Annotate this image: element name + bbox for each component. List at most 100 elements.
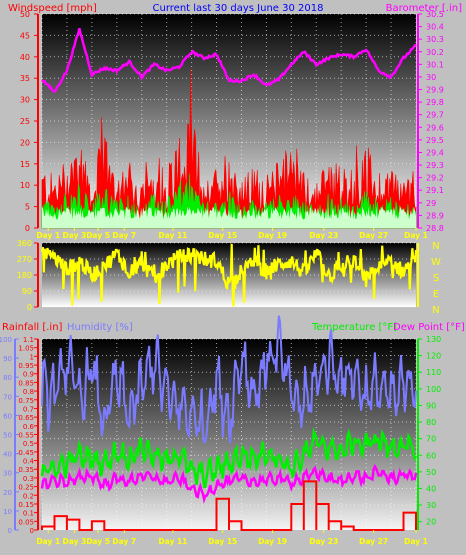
wind-left-tick-label: 0 [25, 224, 30, 233]
compass-label: N [432, 241, 439, 252]
humidity-tick-label: 100 [0, 336, 12, 344]
humidity-tick-label: 70 [3, 393, 12, 401]
humidity-tick-label: 10 [3, 508, 12, 516]
bottom-x-label: Day 27 [359, 537, 388, 546]
humidity-tick-label: 50 [3, 432, 12, 440]
baro-right-tick-label: 29.8 [426, 98, 444, 107]
bottom-x-label: Day 3 [63, 537, 87, 546]
rain-left-tick-label: 0.15 [18, 501, 34, 509]
temp-right-tick-label: 40 [426, 484, 436, 493]
temperature-label: Temperature [°F] [311, 322, 397, 333]
rain-left-tick-label: 0.4 [23, 458, 35, 466]
temp-right-tick-label: 120 [426, 352, 441, 361]
rain-left-tick-label: 0.2 [23, 492, 34, 500]
wind-left-tick-label: 15 [20, 160, 30, 169]
rain-left-tick-label: 1 [30, 353, 34, 361]
wind-x-label: Day 19 [258, 231, 287, 240]
temp-right-tick-label: 20 [426, 518, 436, 527]
humidity-tick-label: 20 [3, 489, 12, 497]
compass-label: S [433, 273, 439, 284]
temp-right-tick-label: 100 [426, 385, 441, 394]
rain-left-tick-label: 0.65 [18, 414, 34, 422]
wind-left-tick-label: 45 [20, 31, 30, 40]
compass-label: W [431, 257, 441, 268]
wind-x-label: Day 11 [158, 231, 187, 240]
wind-gust-area [41, 173, 417, 229]
humidity-tick-label: 40 [3, 451, 12, 459]
wind-speed-area [41, 68, 417, 229]
temp-right-tick-label: 70 [426, 435, 436, 444]
baro-right-tick-label: 29.6 [426, 123, 444, 132]
rain-left-tick-label: 0.1 [23, 510, 34, 518]
rain-left-tick-label: 0.3 [23, 475, 34, 483]
wind-direction-line [40, 243, 418, 307]
wind-x-label: Day 15 [208, 231, 237, 240]
rain-left-tick-label: 0.05 [18, 518, 34, 526]
bottom-x-label: Day 5 [86, 537, 110, 546]
temp-right-tick-label: 60 [426, 451, 436, 460]
wind-left-tick-label: 50 [20, 10, 30, 19]
dir-left-tick-label: 360 [17, 239, 32, 248]
baro-right-tick-label: 29.9 [426, 86, 444, 95]
humidity-tick-label: 90 [3, 355, 12, 363]
dir-left-tick-label: 180 [17, 271, 32, 280]
wind-left-tick-label: 35 [20, 74, 30, 83]
baro-right-tick-label: 29 [426, 199, 436, 208]
compass-label: N [432, 305, 439, 316]
axis-layer: 0510152025303540455028.828.92929.129.229… [0, 10, 444, 546]
wind-x-label: Day 23 [309, 231, 338, 240]
humidity-tick-label: 60 [3, 412, 12, 420]
rain-left-tick-label: 0.45 [18, 449, 34, 457]
rain-left-tick-label: 1.1 [23, 336, 34, 344]
baro-right-tick-label: 30.3 [426, 35, 444, 44]
temp-right-tick-label: 50 [426, 468, 436, 477]
dir-left-tick-label: 0 [27, 303, 32, 312]
wind-left-tick-label: 10 [20, 181, 30, 190]
temp-right-tick-label: 80 [426, 418, 436, 427]
chart-title: Current last 30 days June 30 2018 [153, 3, 324, 14]
baro-right-tick-label: 29.1 [426, 186, 444, 195]
windspeed-label: Windspeed [mph] [8, 3, 97, 14]
wind-left-tick-label: 5 [25, 203, 30, 212]
bottom-x-label: Day 7 [112, 537, 136, 546]
rain-left-tick-label: 0.55 [18, 432, 34, 440]
wind-x-label: Day 1 [404, 231, 428, 240]
wind-left-tick-label: 25 [20, 117, 30, 126]
baro-right-tick-label: 30.4 [426, 23, 444, 32]
rain-left-tick-label: 0.35 [18, 466, 34, 474]
rain-left-tick-label: 0.5 [23, 440, 34, 448]
marks-layer [40, 28, 418, 531]
rain-left-tick-label: 1.05 [18, 345, 34, 353]
rain-left-tick-label: 0.75 [18, 397, 34, 405]
temp-right-tick-label: 130 [426, 335, 441, 344]
dewpoint-line [40, 463, 418, 504]
baro-right-tick-label: 30.1 [426, 60, 444, 69]
dewpoint-label: Dew Point [°F] [393, 322, 465, 333]
temp-right-tick-label: 110 [426, 368, 441, 377]
rain-left-tick-label: 0.8 [23, 388, 34, 396]
wind-x-label: Day 7 [112, 231, 136, 240]
wind-left-tick-label: 30 [20, 96, 30, 105]
barometer-label: Barometer [.in] [386, 3, 462, 14]
humidity-tick-label: 80 [3, 374, 12, 382]
rain-left-tick-label: 0 [30, 527, 34, 535]
bottom-x-label: Day 11 [158, 537, 187, 546]
baro-right-tick-label: 29.2 [426, 174, 444, 183]
dir-left-tick-label: 270 [17, 255, 32, 264]
wind-x-label: Day 5 [86, 231, 110, 240]
rainfall-line [41, 480, 417, 531]
humidity-line [41, 315, 417, 445]
wind-x-label: Day 3 [63, 231, 87, 240]
rain-left-tick-label: 0.7 [23, 405, 34, 413]
rain-left-tick-label: 0.85 [18, 379, 34, 387]
wind-x-label: Day 1 [36, 231, 60, 240]
temp-right-tick-label: 90 [426, 401, 436, 410]
bottom-x-label: Day 15 [208, 537, 237, 546]
baro-right-tick-label: 29.5 [426, 136, 444, 145]
rain-left-tick-label: 0.25 [18, 484, 34, 492]
rain-left-tick-label: 0.9 [23, 371, 34, 379]
wind-left-tick-label: 20 [20, 138, 30, 147]
temp-right-tick-label: 30 [426, 501, 436, 510]
barometer-line [41, 28, 417, 94]
